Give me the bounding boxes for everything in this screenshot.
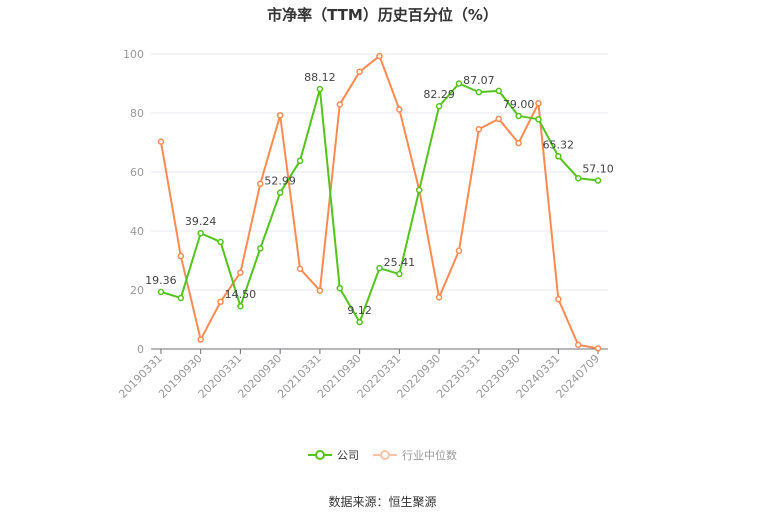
data-point: [574, 174, 582, 182]
line-chart: 0204060801002019033120190930202003312020…: [116, 48, 614, 401]
legend: 公司 行业中位数: [0, 447, 765, 463]
data-point: [594, 345, 602, 352]
data-point: [237, 269, 244, 276]
data-source: 数据来源：恒生聚源: [328, 495, 437, 509]
data-point: [495, 115, 502, 123]
y-tick-label: 60: [130, 166, 144, 179]
data-point: [495, 87, 502, 95]
data-label: 25.41: [384, 256, 416, 269]
x-tick-label: 20240709: [553, 352, 602, 401]
data-point: [197, 336, 204, 343]
data-label: 9.12: [347, 304, 372, 317]
data-point: [515, 139, 522, 147]
data-point: [157, 138, 165, 145]
data-point: [535, 115, 542, 123]
data-label: 87.07: [463, 74, 495, 87]
data-point: [396, 270, 403, 278]
data-point: [276, 112, 284, 119]
data-point: [435, 102, 443, 110]
data-point: [574, 341, 582, 349]
data-label: 82.29: [423, 88, 455, 101]
y-tick-label: 40: [130, 225, 144, 238]
data-point: [455, 80, 463, 87]
data-point: [257, 180, 264, 188]
data-label: 79.00: [503, 98, 535, 111]
data-label: 88.12: [304, 71, 336, 84]
data-point: [555, 153, 562, 160]
data-point: [515, 112, 522, 120]
data-point: [475, 88, 483, 96]
data-point: [296, 265, 304, 273]
data-label: 39.24: [185, 215, 217, 228]
data-point: [336, 284, 344, 292]
data-point: [376, 52, 383, 60]
legend-industry-icon: [373, 450, 397, 460]
data-point: [177, 252, 185, 260]
data-point: [276, 189, 284, 196]
data-point: [197, 229, 204, 237]
data-label: 57.10: [582, 163, 614, 176]
data-point: [296, 157, 304, 165]
y-tick-label: 80: [130, 107, 144, 120]
data-point: [356, 68, 363, 75]
data-point: [257, 245, 264, 252]
data-point: [217, 298, 224, 306]
legend-item-industry[interactable]: 行业中位数: [373, 447, 457, 463]
legend-item-company[interactable]: 公司: [308, 447, 359, 463]
data-label: 65.32: [543, 138, 575, 151]
legend-label-company: 公司: [337, 449, 359, 462]
legend-company-icon: [308, 450, 332, 460]
data-point: [435, 294, 443, 301]
data-point: [157, 288, 165, 296]
data-point: [217, 238, 224, 246]
data-label: 19.36: [145, 274, 177, 287]
legend-label-industry: 行业中位数: [402, 449, 457, 462]
data-point: [356, 318, 363, 326]
data-point: [376, 264, 383, 272]
y-tick-label: 0: [137, 343, 144, 356]
data-point: [415, 186, 423, 194]
data-point: [396, 106, 403, 113]
y-tick-label: 100: [123, 48, 144, 61]
data-point: [237, 302, 244, 310]
data-point: [455, 247, 463, 255]
data-point: [475, 125, 483, 133]
data-point: [316, 287, 324, 294]
data-point: [594, 177, 602, 184]
data-label: 52.99: [264, 175, 296, 188]
data-point: [177, 294, 185, 302]
data-point: [555, 295, 562, 303]
data-point: [535, 100, 542, 107]
chart-title: 市净率（TTM）历史百分位（%）: [267, 6, 498, 24]
data-point: [316, 85, 324, 93]
series-line-company: [160, 82, 599, 324]
data-label: 14.50: [225, 288, 257, 301]
data-point: [336, 101, 344, 108]
y-tick-label: 20: [130, 284, 144, 297]
